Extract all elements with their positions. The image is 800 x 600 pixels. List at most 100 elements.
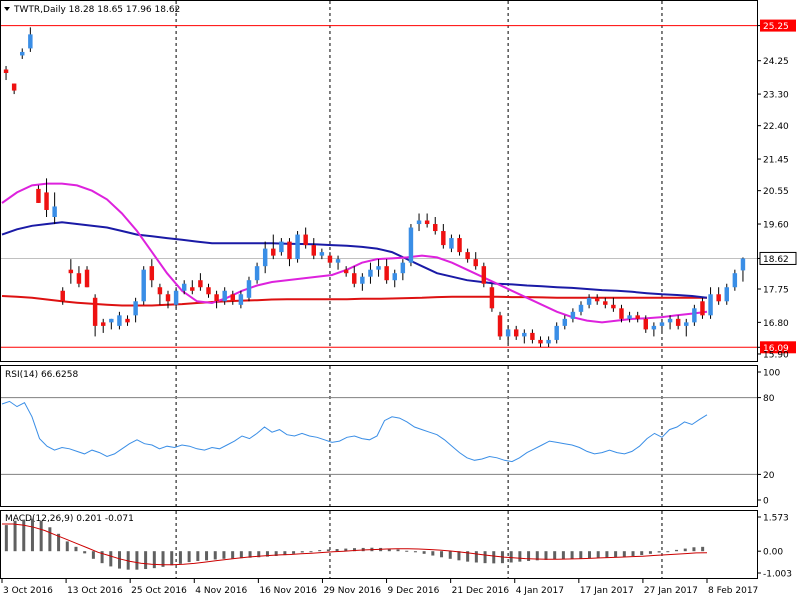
candle-down	[157, 287, 163, 295]
macd-tick-label: 0.00	[763, 548, 783, 558]
macd-histogram-bar	[457, 551, 461, 561]
candle-down	[287, 241, 292, 260]
macd-histogram-bar	[387, 548, 391, 552]
macd-histogram-bar	[300, 551, 304, 553]
macd-histogram-bar	[614, 551, 618, 558]
macd-pane[interactable]: MACD(12,26,9) 0.201 -0.071 1.573 0.00 -1.0…	[0, 510, 793, 580]
time-tick-label: 4 Jan 2017	[516, 586, 564, 596]
candle-down	[603, 301, 608, 305]
rsi-tick-label: 0	[763, 497, 769, 507]
macd-histogram-bar	[170, 551, 174, 566]
macd-histogram-bar	[518, 551, 522, 562]
time-tick-label: 16 Nov 2016	[259, 586, 317, 596]
candle-down	[36, 188, 41, 203]
rsi-pane[interactable]: RSI(14) 66.6258 100 80 20 0	[0, 365, 781, 507]
macd-histogram-bar	[152, 551, 156, 569]
macd-histogram-bar	[283, 551, 287, 556]
candle-up	[522, 332, 527, 337]
candle-down	[343, 269, 349, 274]
macd-histogram-bar	[39, 520, 43, 552]
candle-up	[546, 339, 551, 344]
price-tick-label: 15.90	[763, 350, 789, 360]
candle-up	[562, 318, 568, 326]
candle-down	[190, 287, 195, 291]
candle-down	[303, 234, 308, 246]
macd-histogram-bar	[205, 551, 209, 561]
candle-down	[465, 252, 470, 260]
macd-histogram-bar	[544, 551, 548, 560]
macd-histogram-bar	[413, 551, 417, 553]
candle-down	[497, 315, 503, 337]
macd-histogram-bar	[196, 551, 200, 561]
candle-down	[100, 322, 106, 326]
rsi-tick-label: 100	[763, 369, 780, 379]
candle-up	[117, 315, 122, 326]
macd-histogram-bar	[109, 551, 113, 567]
rsi-tick-label: 80	[763, 394, 775, 404]
macd-histogram-bar	[527, 551, 531, 561]
candle-up	[392, 273, 397, 281]
time-tick-label: 25 Oct 2016	[131, 586, 187, 596]
macd-histogram-bar	[466, 551, 470, 562]
candle-down	[327, 255, 333, 263]
time-tick-label: 8 Feb 2017	[708, 586, 758, 596]
candle-down	[594, 297, 600, 302]
macd-histogram-bar	[570, 551, 574, 559]
candle-down	[11, 83, 17, 91]
candle-up	[408, 227, 414, 263]
candle-down	[76, 273, 82, 284]
price-tick-label: 19.60	[763, 221, 789, 231]
candle-up	[692, 308, 697, 323]
macd-histogram-bar	[178, 551, 182, 564]
macd-histogram-bar	[231, 551, 235, 559]
macd-histogram-bar	[701, 546, 705, 552]
macd-histogram-bar	[65, 541, 69, 552]
rsi-levels	[1, 397, 757, 475]
candles	[3, 27, 746, 347]
macd-pane-header: MACD(12,26,9) 0.201 -0.071	[5, 514, 134, 524]
macd-histogram-bar	[596, 551, 600, 558]
macd-histogram-bar	[683, 548, 687, 552]
candle-down	[433, 224, 438, 232]
macd-histogram-bar	[135, 551, 139, 570]
macd-tick-label: -1.003	[763, 570, 792, 580]
macd-histogram-bar	[622, 551, 626, 557]
price-pane-border	[0, 0, 758, 362]
candle-up	[732, 273, 738, 288]
macd-histogram-bar	[483, 551, 487, 564]
candle-up	[586, 297, 592, 305]
candle-down	[44, 192, 49, 210]
candle-down	[125, 318, 130, 323]
macd-histogram-bar	[405, 550, 409, 552]
candle-up	[246, 280, 252, 298]
price-tick-label: 21.45	[763, 156, 789, 166]
price-tick-label: 25.25	[763, 22, 789, 32]
candle-down	[457, 238, 462, 253]
macd-histogram-bar	[353, 548, 356, 552]
candle-down	[149, 266, 155, 281]
macd-tick-label: 1.573	[763, 514, 789, 524]
price-pane-header: TWTR,Daily 18.28 18.65 17.96 18.62	[13, 5, 180, 15]
macd-signal-line	[2, 523, 708, 566]
candle-down	[513, 329, 519, 337]
macd-histogram-bar	[474, 551, 478, 563]
candle-down	[619, 308, 624, 319]
candle-up	[708, 294, 713, 316]
collapse-triangle-icon[interactable]	[4, 7, 10, 11]
candle-down	[84, 269, 90, 288]
candle-up	[724, 287, 729, 302]
macd-histogram-bar	[265, 551, 269, 557]
macd-histogram-bar	[448, 551, 452, 559]
candle-up	[449, 238, 454, 249]
macd-histogram-bar	[292, 551, 296, 554]
macd-histogram-bar	[509, 551, 513, 563]
candle-up	[279, 241, 284, 253]
macd-histogram-bar	[431, 551, 435, 556]
price-axis: 25.25 24.25 23.30 22.40 21.45 20.55 19.60 18.62…	[757, 19, 797, 360]
candle-down	[92, 297, 98, 326]
macd-histogram-bar	[335, 549, 339, 552]
macd-histogram-bar	[692, 547, 696, 552]
price-pane[interactable]: TWTR,Daily 18.28 18.65 17.96 18.62 25.25…	[0, 0, 797, 362]
price-tick-label: 16.09	[763, 344, 789, 354]
